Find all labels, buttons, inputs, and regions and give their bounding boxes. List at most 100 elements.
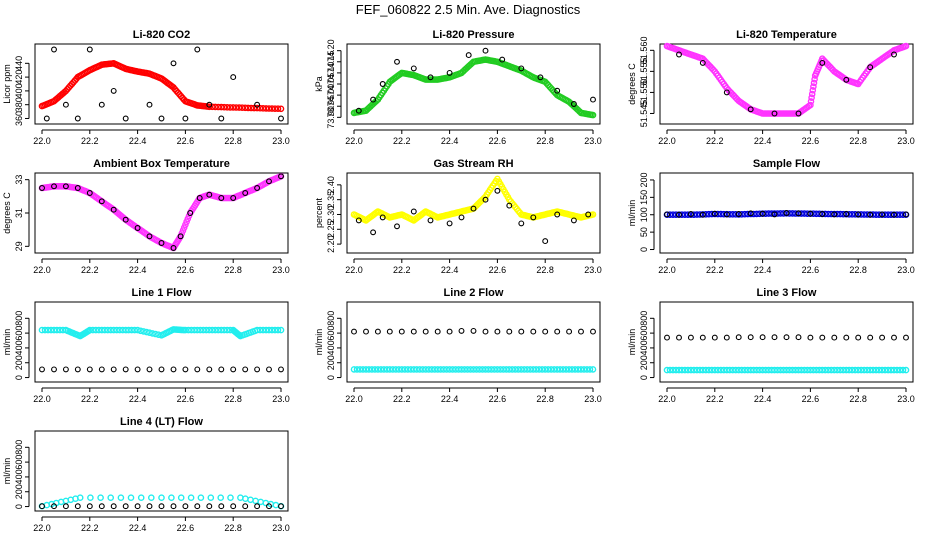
data-point — [199, 326, 207, 334]
data-point — [544, 366, 552, 373]
data-point — [795, 210, 802, 217]
data-point — [714, 366, 722, 374]
data-point — [684, 366, 692, 374]
data-point — [425, 366, 433, 373]
panel-4: Ambient Box Temperature 22.0 22.2 22.4 22.6 2… — [2, 158, 290, 275]
data-point — [389, 366, 397, 373]
data-point — [110, 503, 117, 510]
data-point — [506, 328, 513, 335]
data-point — [590, 328, 596, 335]
x-tick-label: 22.2 — [706, 394, 724, 404]
data-point — [708, 366, 716, 374]
y-axis-label: ml/min — [2, 329, 12, 356]
x-tick-label: 22.2 — [393, 136, 411, 146]
data-point — [512, 366, 519, 373]
data-point — [783, 210, 790, 216]
data-point — [678, 366, 686, 374]
data-point — [220, 103, 228, 111]
data-point — [585, 211, 592, 218]
data-point — [62, 183, 69, 190]
series-primary — [38, 172, 285, 252]
data-point — [831, 366, 838, 374]
panel-title: Li-820 Temperature — [736, 29, 837, 41]
data-point — [122, 366, 129, 373]
y-tick-label: 74.00 — [326, 84, 336, 107]
data-point — [277, 326, 285, 334]
data-point — [217, 103, 225, 111]
data-point — [851, 210, 859, 218]
data-point — [51, 46, 57, 53]
data-point — [505, 366, 513, 373]
data-point — [848, 210, 856, 218]
data-point — [259, 105, 267, 112]
data-point — [872, 211, 880, 218]
data-point — [869, 366, 877, 374]
data-point — [896, 366, 904, 374]
series-primary — [663, 42, 910, 117]
data-point — [843, 334, 850, 341]
data-point — [795, 110, 802, 117]
data-point — [699, 366, 707, 374]
y-tick-label: 2.35 — [326, 191, 336, 209]
data-point — [223, 104, 231, 111]
x-tick-label: 22.6 — [802, 136, 820, 146]
y-tick-label: 100 — [639, 207, 649, 222]
data-point — [771, 334, 778, 341]
data-point — [808, 90, 816, 98]
data-point — [696, 211, 704, 218]
data-point — [759, 210, 766, 217]
data-point — [714, 210, 722, 218]
data-point — [53, 326, 61, 334]
x-tick-label: 22.8 — [536, 394, 554, 404]
data-point — [363, 328, 369, 335]
data-point — [783, 334, 790, 341]
x-tick-label: 22.6 — [177, 394, 195, 404]
data-point — [122, 503, 129, 510]
data-point — [494, 366, 501, 373]
data-point — [158, 503, 165, 510]
data-point — [741, 210, 749, 218]
data-point — [825, 210, 832, 218]
data-point — [253, 326, 261, 334]
series-black — [355, 187, 592, 245]
data-point — [188, 326, 195, 334]
data-point — [244, 104, 252, 112]
y-tick-label: 29 — [14, 241, 24, 251]
data-point — [738, 366, 746, 374]
data-point — [711, 366, 719, 374]
data-point — [217, 326, 225, 334]
data-point — [110, 206, 117, 213]
data-point — [131, 326, 138, 334]
x-tick-label: 23.0 — [272, 394, 290, 404]
data-point — [765, 210, 772, 217]
data-point — [705, 366, 713, 374]
y-tick-label: 360 — [14, 111, 24, 126]
data-point — [840, 210, 847, 218]
data-point — [43, 115, 50, 122]
y-tick-label: 74.20 — [326, 39, 336, 62]
data-point — [810, 210, 817, 217]
data-point — [795, 334, 802, 341]
data-point — [76, 494, 84, 502]
y-tick-label: 400 — [14, 340, 24, 355]
y-tick-label: 2.30 — [326, 206, 336, 224]
data-point — [869, 211, 877, 218]
data-point — [666, 366, 674, 374]
data-point — [217, 494, 224, 502]
data-point — [140, 328, 147, 335]
data-point — [723, 211, 730, 218]
data-point — [497, 366, 504, 373]
series-primary — [38, 494, 285, 510]
x-tick-label: 23.0 — [584, 265, 602, 275]
data-point — [515, 366, 522, 373]
data-point — [750, 366, 757, 374]
data-point — [394, 223, 400, 230]
data-point — [896, 211, 904, 218]
data-point — [867, 334, 874, 341]
data-point — [386, 366, 394, 373]
data-point — [738, 210, 746, 218]
data-point — [825, 366, 832, 374]
data-point — [705, 210, 713, 218]
y-tick-label: 51.555 — [639, 58, 649, 86]
